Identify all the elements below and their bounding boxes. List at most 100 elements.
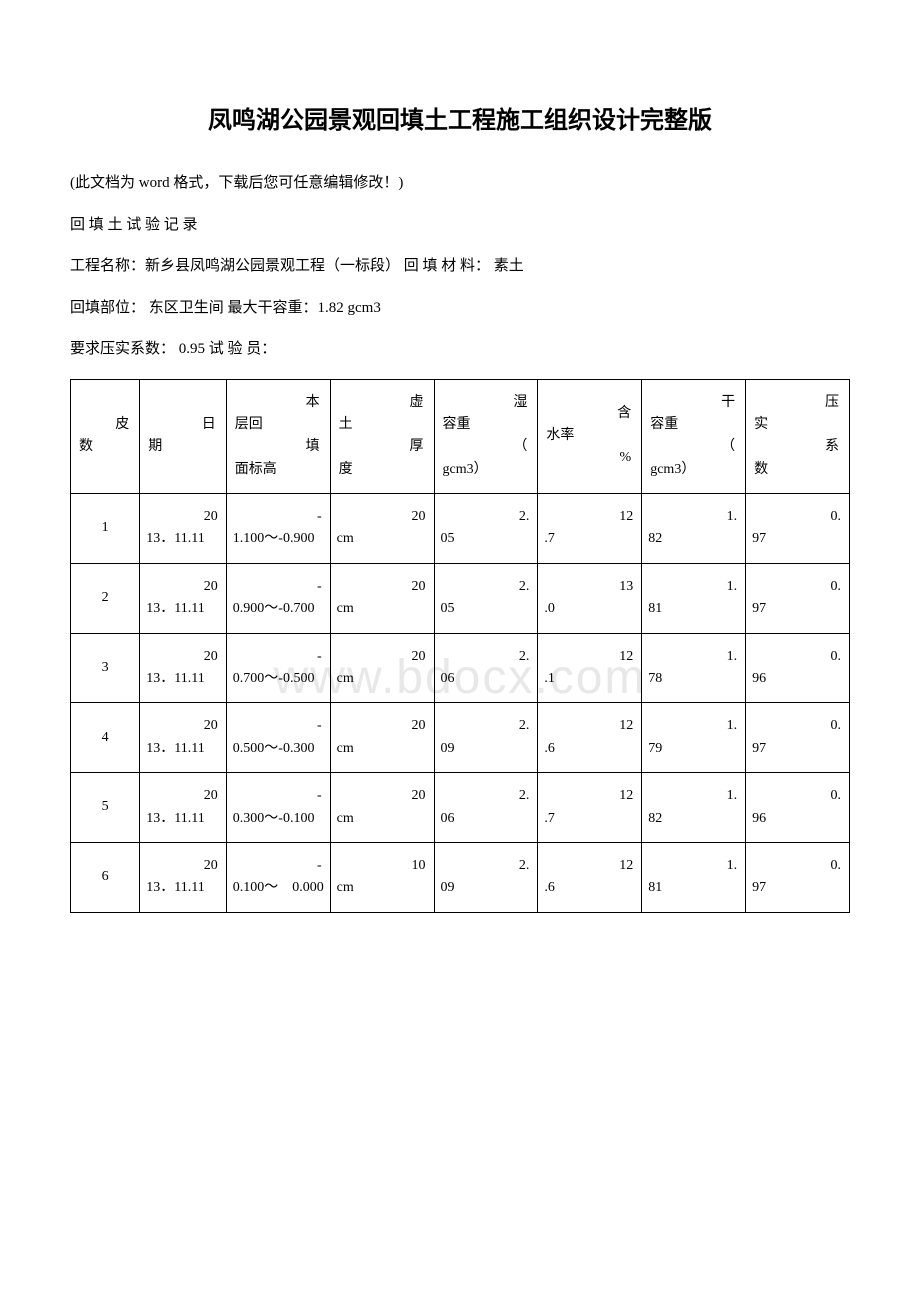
cell-value-top: 1. <box>646 715 741 737</box>
cell-layer-number: 1 <box>71 494 140 564</box>
cell-wet-density: 2.06 <box>434 773 538 843</box>
header-text: gcm3） <box>648 459 739 481</box>
cell-value-bottom: 13．11.11 <box>144 877 222 899</box>
cell-value-top: 2. <box>439 855 534 877</box>
cell-layer-number: 3 <box>71 633 140 703</box>
table-header-row: 皮 数 日 期 本 层回 填 面标高 虚 土 厚 度 湿 容重 <box>71 379 850 494</box>
cell-value-top: 20 <box>335 576 430 598</box>
cell-value-top: 12 <box>542 646 637 668</box>
header-elevation: 本 层回 填 面标高 <box>226 379 330 494</box>
cell-value-top: 1. <box>646 576 741 598</box>
header-text: gcm3） <box>441 459 532 481</box>
cell-wet-density: 2.09 <box>434 842 538 912</box>
cell-value-top: 20 <box>144 576 222 598</box>
header-text: 湿 <box>441 392 532 414</box>
cell-value-bottom: cm <box>335 528 430 550</box>
cell-value-top: 12 <box>542 506 637 528</box>
cell-value-top: 2. <box>439 715 534 737</box>
header-date: 日 期 <box>140 379 227 494</box>
cell-value-bottom: .7 <box>542 808 637 830</box>
header-layer-number: 皮 数 <box>71 379 140 494</box>
cell-value-bottom: cm <box>335 668 430 690</box>
cell-compaction: 0.97 <box>746 494 850 564</box>
header-text: 水率 <box>544 425 635 447</box>
cell-elevation: -0.500～-0.300 <box>226 703 330 773</box>
cell-value-top: 0. <box>750 855 845 877</box>
cell-value-top: 20 <box>335 646 430 668</box>
cell-value-bottom: 97 <box>750 598 845 620</box>
cell-value-top: 1. <box>646 785 741 807</box>
cell-value-bottom: 13．11.11 <box>144 528 222 550</box>
header-compaction: 压 实 系 数 <box>746 379 850 494</box>
header-thickness: 虚 土 厚 度 <box>330 379 434 494</box>
cell-value-bottom: .1 <box>542 668 637 690</box>
cell-value-top: - <box>231 715 326 737</box>
cell-wet-density: 2.05 <box>434 563 538 633</box>
cell-thickness: 20cm <box>330 494 434 564</box>
cell-value-top: 20 <box>144 785 222 807</box>
cell-value-top: 0. <box>750 785 845 807</box>
header-text: 土 <box>337 414 428 436</box>
cell-date: 2013．11.11 <box>140 563 227 633</box>
header-text: 填 <box>233 436 324 458</box>
header-text: 数 <box>77 436 133 458</box>
header-text: 皮 <box>77 414 133 436</box>
header-text: 容重 <box>441 414 532 436</box>
header-text: % <box>544 447 635 469</box>
cell-value-top: 2. <box>439 646 534 668</box>
cell-value-top: 13 <box>542 576 637 598</box>
cell-thickness: 20cm <box>330 563 434 633</box>
cell-value-top: 20 <box>335 715 430 737</box>
table-row: 52013．11.11-0.300～-0.10020cm2.0612.71.82… <box>71 773 850 843</box>
header-text: 虚 <box>337 392 428 414</box>
cell-wet-density: 2.06 <box>434 633 538 703</box>
cell-value-top: 10 <box>335 855 430 877</box>
cell-value-bottom: 81 <box>646 877 741 899</box>
cell-value-top: - <box>231 506 326 528</box>
cell-date: 2013．11.11 <box>140 773 227 843</box>
cell-value-top: - <box>231 646 326 668</box>
cell-water-content: 12.7 <box>538 773 642 843</box>
cell-date: 2013．11.11 <box>140 633 227 703</box>
fill-position: 回填部位： 东区卫生间 最大干容重：1.82 gcm3 <box>70 290 850 328</box>
cell-value-bottom: 0.300～-0.100 <box>231 808 326 830</box>
cell-date: 2013．11.11 <box>140 494 227 564</box>
cell-elevation: -1.100～-0.900 <box>226 494 330 564</box>
cell-value-bottom: 0.900～-0.700 <box>231 598 326 620</box>
cell-dry-density: 1.82 <box>642 494 746 564</box>
cell-value-bottom: 13．11.11 <box>144 668 222 690</box>
table-row: 22013．11.11-0.900～-0.70020cm2.0513.01.81… <box>71 563 850 633</box>
cell-thickness: 20cm <box>330 703 434 773</box>
cell-water-content: 12.1 <box>538 633 642 703</box>
header-text: 度 <box>337 459 428 481</box>
cell-wet-density: 2.09 <box>434 703 538 773</box>
coefficient-requirement: 要求压实系数： 0.95 试 验 员： <box>70 331 850 369</box>
cell-elevation: -0.700～-0.500 <box>226 633 330 703</box>
header-water-content: 含 水率 % <box>538 379 642 494</box>
cell-value-top: 12 <box>542 855 637 877</box>
cell-wet-density: 2.05 <box>434 494 538 564</box>
cell-value-top: 0. <box>750 506 845 528</box>
cell-dry-density: 1.81 <box>642 563 746 633</box>
cell-value-bottom: 82 <box>646 528 741 550</box>
cell-value-top: 2. <box>439 576 534 598</box>
fill-test-table: 皮 数 日 期 本 层回 填 面标高 虚 土 厚 度 湿 容重 <box>70 379 850 913</box>
cell-value-top: 1. <box>646 646 741 668</box>
cell-compaction: 0.97 <box>746 563 850 633</box>
cell-value-bottom: 81 <box>646 598 741 620</box>
cell-value-top: 20 <box>335 785 430 807</box>
cell-value-top: 12 <box>542 715 637 737</box>
header-text: 层回 <box>233 414 324 436</box>
header-text: 数 <box>752 459 843 481</box>
cell-value-bottom: cm <box>335 808 430 830</box>
table-row: 12013．11.11-1.100～-0.90020cm2.0512.71.82… <box>71 494 850 564</box>
header-text: （ <box>441 436 532 458</box>
note-text: (此文档为 word 格式，下载后您可任意编辑修改！) <box>70 165 850 203</box>
cell-value-bottom: 05 <box>439 598 534 620</box>
cell-value-bottom: 1.100～-0.900 <box>231 528 326 550</box>
table-row: 32013．11.11-0.700～-0.50020cm2.0612.11.78… <box>71 633 850 703</box>
cell-value-bottom: 13．11.11 <box>144 598 222 620</box>
header-text: 实 <box>752 414 843 436</box>
cell-value-bottom: cm <box>335 877 430 899</box>
cell-value-top: - <box>231 785 326 807</box>
